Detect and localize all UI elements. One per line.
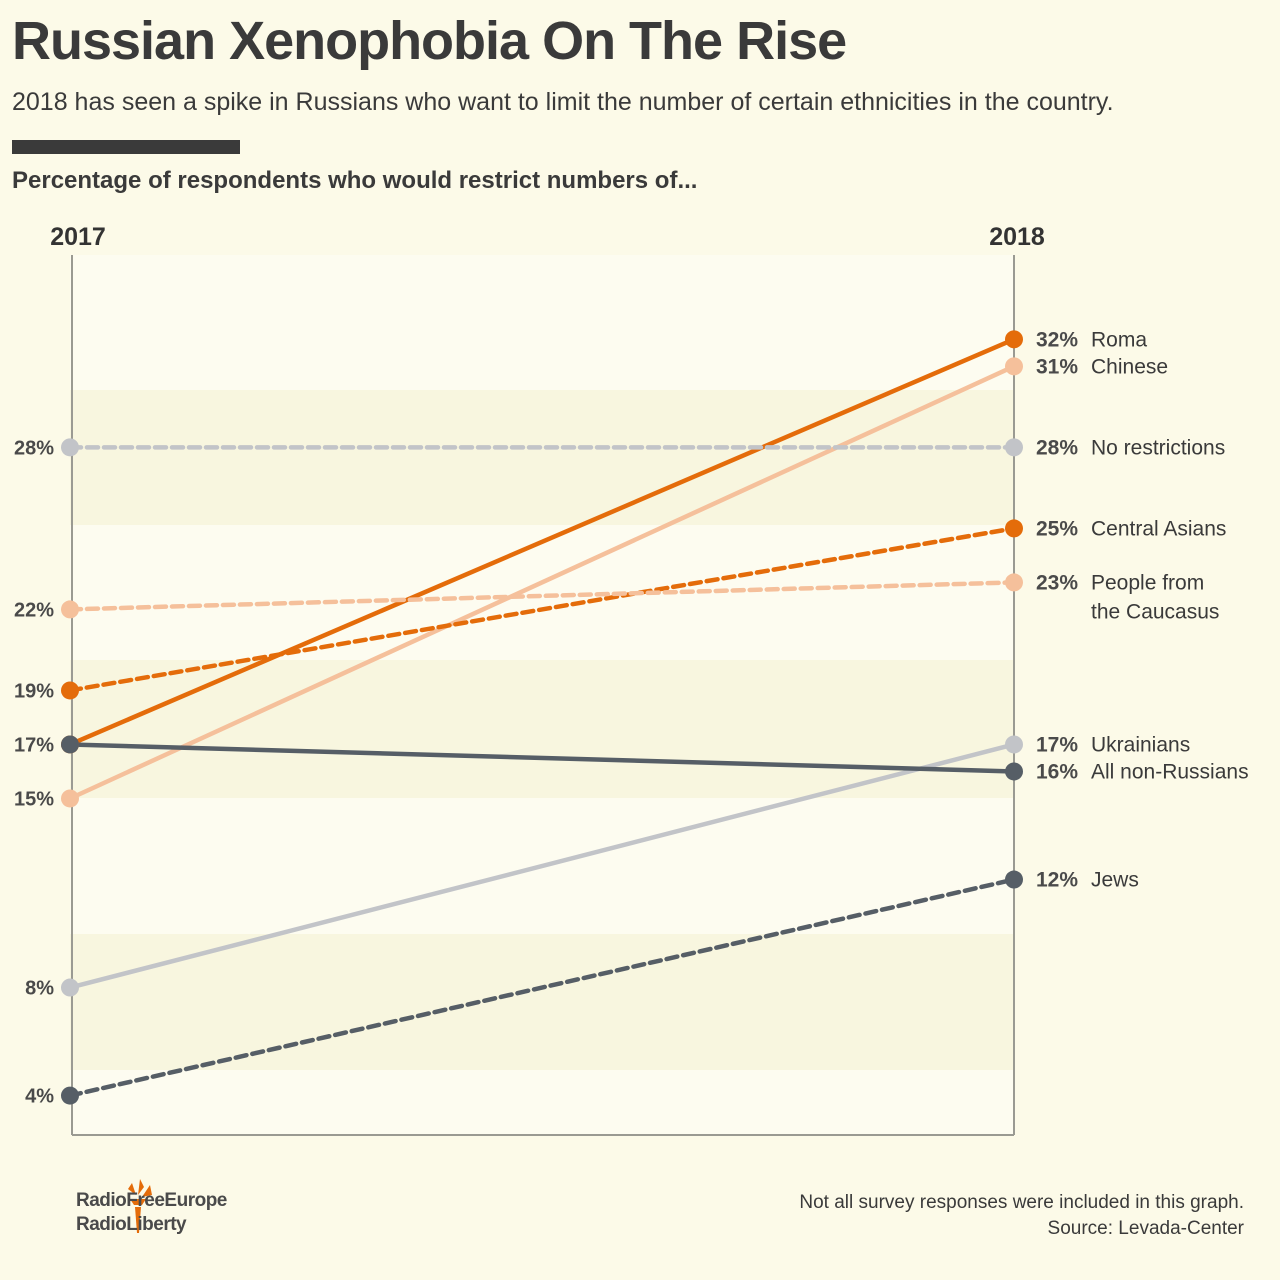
series-label-chinese: Chinese: [1091, 355, 1168, 378]
labels: 32% Roma 31% Chinese 28% No restrictions 25% Ce…: [14, 328, 1249, 1107]
series-label-people-from-the-caucasus: People from: [1091, 571, 1204, 594]
point-2018-all-non-russians: [1005, 762, 1023, 781]
point-2018-chinese: [1005, 357, 1023, 376]
point-2018-roma: [1005, 330, 1023, 349]
point-2017-chinese: [61, 789, 79, 808]
background-band: [70, 1070, 1014, 1135]
series-line-people-from-the-caucasus: [67, 580, 1017, 612]
chart-heading: Percentage of respondents who would rest…: [12, 167, 698, 194]
point-2017-ukrainians: [61, 978, 79, 997]
point-2017-jews: [61, 1086, 79, 1105]
series-label-jews: Jews: [1091, 869, 1139, 892]
start-value-label: 4%: [25, 1086, 54, 1108]
background-band: [70, 525, 1014, 660]
point-2018-no-restrictions: [1005, 438, 1023, 457]
point-2017-all-non-russians: [61, 735, 79, 754]
start-value-label: 17%: [14, 734, 54, 756]
background-bands: [70, 255, 1014, 1135]
start-value-label: 19%: [14, 680, 54, 702]
series-line-chinese: [67, 364, 1017, 801]
background-band: [70, 255, 1014, 390]
point-2017-no-restrictions: [61, 438, 79, 457]
start-value-label: 8%: [25, 978, 54, 1000]
series-label-roma: Roma: [1091, 328, 1147, 351]
chart-title: Russian Xenophobia On The Rise: [12, 11, 847, 71]
series-label-central-asians: Central Asians: [1091, 517, 1226, 540]
axes: 2017 2018: [50, 223, 1045, 1136]
title-underline-bar: [12, 140, 240, 154]
series-label-people-from-the-caucasus: the Caucasus: [1091, 600, 1219, 623]
end-value-ukrainians: 17%: [1036, 733, 1078, 756]
footnote-block: Not all survey responses were included i…: [799, 1190, 1244, 1242]
end-value-roma: 32%: [1036, 328, 1078, 351]
series-line-all-non-russians: [67, 742, 1017, 774]
logo-text-line2: RadioLiberty: [76, 1214, 187, 1235]
point-2018-jews: [1005, 870, 1023, 889]
series-line-ukrainians: [67, 742, 1017, 990]
chart-subtitle: 2018 has seen a spike in Russians who wa…: [12, 88, 1114, 116]
logo-text-line1: RadioFreeEurope: [76, 1190, 227, 1211]
series-line-jews: [67, 877, 1017, 1098]
end-value-all-non-russians: 16%: [1036, 760, 1078, 783]
point-2018-central-asians: [1005, 519, 1023, 538]
series-line-roma: [67, 337, 1017, 747]
point-2017-people-from-the-caucasus: [61, 600, 79, 619]
series-points: [61, 330, 1023, 1105]
end-value-chinese: 31%: [1036, 355, 1078, 378]
axis-header-2018: 2018: [989, 223, 1045, 251]
rferl-torch-logo-icon: [128, 1179, 152, 1233]
series-label-all-non-russians: All non-Russians: [1091, 760, 1249, 783]
start-value-label: 28%: [14, 437, 54, 459]
point-2018-people-from-the-caucasus: [1005, 573, 1023, 592]
end-value-jews: 12%: [1036, 869, 1078, 892]
slope-chart: 2017 2018 32% Roma 31% Chinese 28% No restrict…: [14, 223, 1249, 1136]
footnote: Not all survey responses were included i…: [799, 1192, 1244, 1213]
end-value-people-from-the-caucasus: 23%: [1036, 571, 1078, 594]
background-band: [70, 390, 1014, 525]
source: Source: Levada-Center: [1047, 1218, 1244, 1239]
end-value-no-restrictions: 28%: [1036, 436, 1078, 459]
end-value-central-asians: 25%: [1036, 517, 1078, 540]
series-lines: [67, 337, 1017, 1098]
background-band: [70, 660, 1014, 798]
start-value-label: 22%: [14, 599, 54, 621]
series-label-no-restrictions: No restrictions: [1091, 436, 1225, 459]
axis-header-2017: 2017: [50, 223, 106, 251]
start-value-label: 15%: [14, 788, 54, 810]
background-band: [70, 934, 1014, 1070]
point-2017-central-asians: [61, 681, 79, 700]
series-label-ukrainians: Ukrainians: [1091, 733, 1190, 756]
point-2018-ukrainians: [1005, 735, 1023, 754]
series-line-central-asians: [67, 526, 1017, 693]
